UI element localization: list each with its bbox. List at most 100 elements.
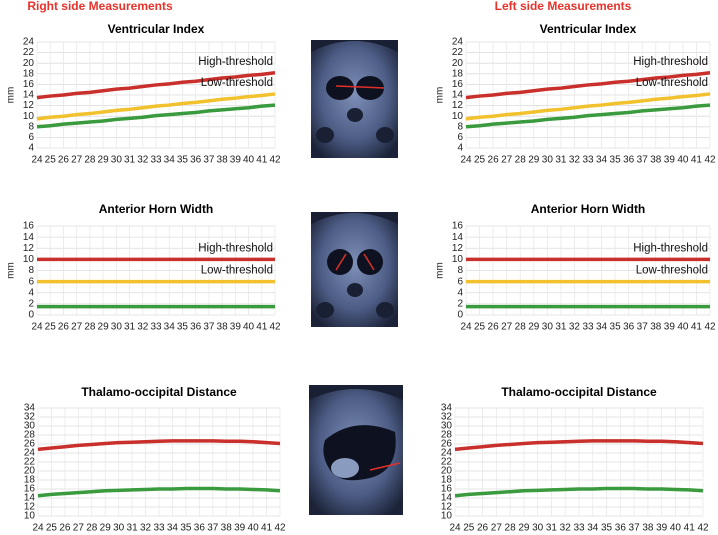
- x-tick-label: 28: [86, 523, 98, 534]
- x-tick-label: 24: [449, 523, 461, 534]
- x-tick-label: 33: [150, 322, 162, 333]
- chart-title: Anterior Horn Width: [99, 202, 214, 216]
- x-tick-label: 40: [670, 523, 682, 534]
- x-tick-label: 42: [704, 155, 716, 166]
- x-tick-label: 33: [150, 155, 162, 166]
- line-label: High-threshold: [198, 242, 273, 254]
- y-tick-label: 6: [28, 276, 34, 287]
- x-tick-label: 35: [177, 155, 189, 166]
- y-tick-label: 12: [24, 502, 36, 513]
- x-tick-label: 32: [569, 155, 581, 166]
- y-tick-label: 32: [24, 412, 36, 423]
- y-axis-label: mm: [435, 262, 446, 279]
- y-tick-label: 10: [24, 511, 36, 522]
- y-tick-label: 24: [452, 37, 464, 48]
- x-tick-label: 30: [113, 523, 125, 534]
- y-tick-label: 10: [452, 254, 464, 265]
- x-tick-label: 31: [546, 523, 558, 534]
- series-line: [465, 92, 711, 121]
- x-tick-label: 36: [623, 155, 635, 166]
- x-tick-label: 25: [45, 322, 57, 333]
- x-tick-label: 27: [501, 322, 513, 333]
- x-tick-label: 29: [98, 155, 110, 166]
- y-tick-label: 12: [23, 243, 35, 254]
- line-label: Low-threshold: [636, 77, 708, 89]
- right-header: Right side Measurements: [27, 0, 173, 13]
- x-tick-label: 32: [137, 155, 149, 166]
- x-tick-label: 24: [460, 322, 472, 333]
- x-tick-label: 37: [203, 322, 215, 333]
- y-axis-label: mm: [435, 87, 446, 104]
- x-tick-label: 31: [555, 322, 567, 333]
- y-tick-label: 20: [452, 58, 464, 69]
- y-tick-label: 14: [452, 90, 464, 101]
- x-tick-label: 30: [532, 523, 544, 534]
- x-tick-label: 42: [274, 523, 286, 534]
- x-tick-label: 31: [555, 155, 567, 166]
- ultrasound-image: [311, 40, 398, 158]
- y-tick-label: 6: [28, 132, 34, 143]
- x-tick-label: 30: [542, 322, 554, 333]
- y-tick-label: 18: [24, 475, 36, 486]
- x-tick-label: 28: [84, 155, 96, 166]
- x-tick-label: 34: [167, 523, 179, 534]
- y-tick-label: 10: [23, 254, 35, 265]
- x-tick-label: 35: [601, 523, 613, 534]
- x-tick-label: 37: [629, 523, 641, 534]
- y-tick-label: 26: [441, 439, 453, 450]
- chart-title: Anterior Horn Width: [531, 202, 646, 216]
- x-tick-label: 30: [542, 155, 554, 166]
- y-tick-label: 2: [457, 299, 463, 310]
- x-tick-label: 26: [58, 322, 70, 333]
- y-tick-label: 24: [23, 37, 35, 48]
- series-line: [36, 103, 276, 129]
- x-tick-label: 40: [243, 322, 255, 333]
- x-tick-label: 32: [140, 523, 152, 534]
- line-label: Low-threshold: [201, 265, 273, 277]
- line-label: High-threshold: [198, 56, 273, 68]
- y-tick-label: 14: [24, 493, 36, 504]
- y-tick-label: 20: [441, 466, 453, 477]
- y-tick-label: 12: [23, 100, 35, 111]
- series-line: [465, 103, 711, 129]
- x-tick-label: 37: [637, 155, 649, 166]
- x-tick-label: 39: [230, 322, 242, 333]
- y-tick-label: 32: [441, 412, 453, 423]
- y-tick-label: 16: [24, 484, 36, 495]
- y-tick-label: 8: [28, 265, 34, 276]
- x-tick-label: 33: [153, 523, 165, 534]
- x-tick-label: 40: [243, 155, 255, 166]
- x-tick-label: 34: [596, 155, 608, 166]
- x-tick-label: 28: [515, 155, 527, 166]
- series-line: [37, 486, 281, 498]
- y-tick-label: 4: [28, 287, 34, 298]
- x-tick-label: 33: [582, 155, 594, 166]
- y-tick-label: 22: [441, 457, 453, 468]
- chart-title: Ventricular Index: [108, 22, 205, 36]
- line-label: High-threshold: [633, 56, 708, 68]
- x-tick-label: 26: [488, 322, 500, 333]
- x-tick-label: 40: [677, 322, 689, 333]
- x-tick-label: 30: [111, 322, 123, 333]
- y-tick-label: 4: [28, 143, 34, 154]
- series-line: [465, 71, 711, 100]
- x-tick-label: 24: [31, 322, 43, 333]
- x-tick-label: 41: [691, 155, 703, 166]
- y-tick-label: 18: [23, 68, 35, 79]
- y-tick-label: 2: [28, 299, 34, 310]
- x-tick-label: 39: [664, 155, 676, 166]
- series-line: [454, 486, 704, 498]
- series-line: [36, 92, 276, 121]
- x-tick-label: 42: [269, 322, 281, 333]
- y-tick-label: 22: [452, 47, 464, 58]
- y-tick-label: 8: [457, 121, 463, 132]
- y-tick-label: 4: [457, 287, 463, 298]
- x-tick-label: 35: [610, 155, 622, 166]
- x-tick-label: 37: [203, 155, 215, 166]
- x-tick-label: 38: [642, 523, 654, 534]
- x-tick-label: 28: [505, 523, 517, 534]
- x-tick-label: 26: [488, 155, 500, 166]
- x-tick-label: 41: [691, 322, 703, 333]
- x-tick-label: 42: [704, 322, 716, 333]
- y-tick-label: 12: [452, 100, 464, 111]
